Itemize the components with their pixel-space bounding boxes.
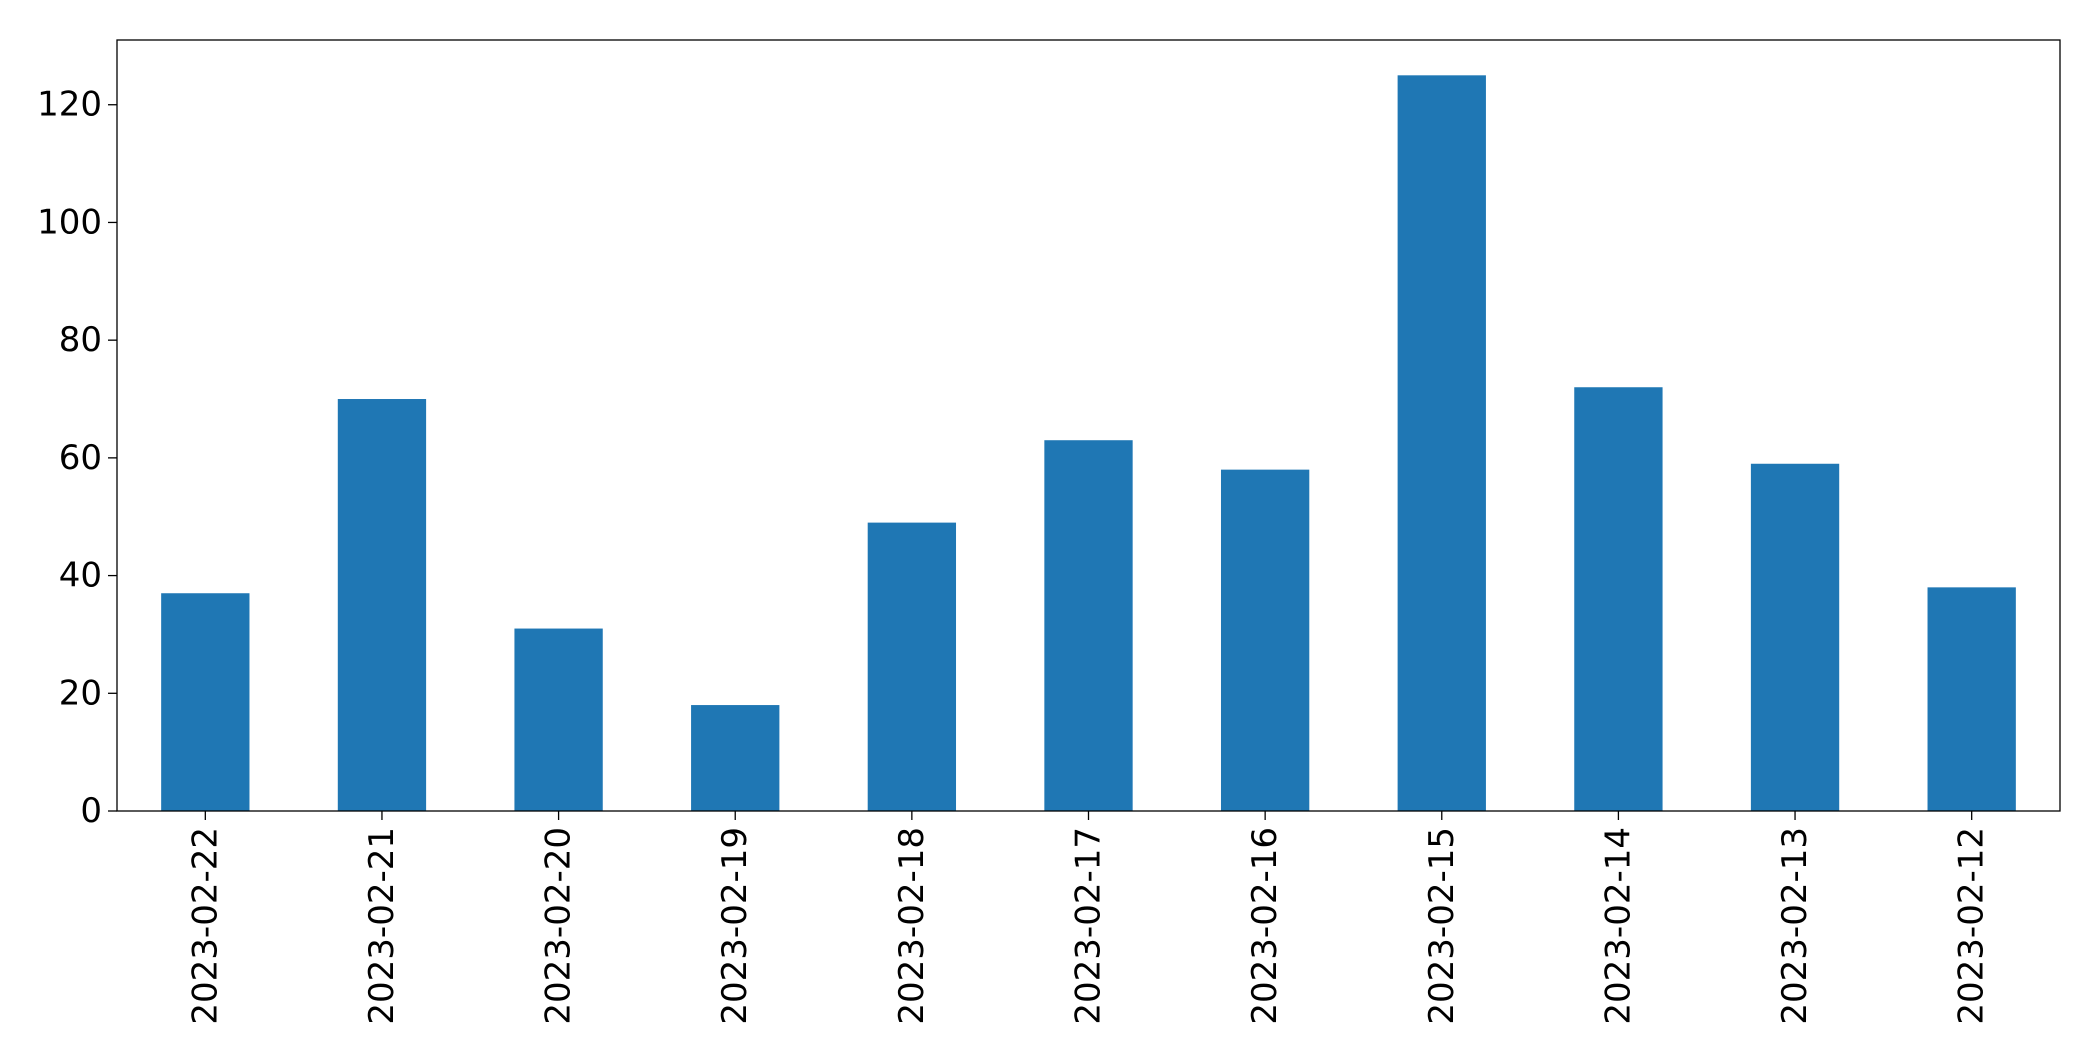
- bar-2023-02-15: [1397, 75, 1486, 811]
- bar-2023-02-16: [1220, 469, 1310, 811]
- bar-2023-02-14: [1574, 387, 1663, 811]
- x-tick-label: 2023-02-21: [362, 827, 402, 1025]
- plot-frame: [116, 39, 2061, 812]
- x-tick-label: 2023-02-14: [1598, 827, 1638, 1025]
- y-tick-label: 0: [80, 791, 102, 831]
- y-axis-ticks: 0 20 40 60 80 100 120: [37, 85, 117, 831]
- bar-2023-02-19: [691, 705, 780, 811]
- y-tick-label: 20: [59, 673, 102, 713]
- x-tick-label: 2023-02-22: [185, 827, 225, 1025]
- x-tick-label: 2023-02-16: [1245, 827, 1285, 1025]
- x-tick-label: 2023-02-19: [715, 827, 755, 1025]
- y-tick-label: 40: [59, 556, 102, 596]
- bars-group: [161, 75, 2016, 811]
- bar-2023-02-20: [514, 628, 603, 811]
- y-tick-label: 100: [37, 202, 102, 242]
- x-tick-label: 2023-02-12: [1952, 827, 1992, 1025]
- x-tick-label: 2023-02-20: [539, 827, 579, 1025]
- bar-2023-02-21: [337, 399, 427, 811]
- x-tick-label: 2023-02-17: [1069, 827, 1109, 1025]
- x-tick-label: 2023-02-13: [1775, 827, 1815, 1025]
- bar-2023-02-17: [1044, 440, 1133, 811]
- bar-2023-02-22: [161, 593, 250, 811]
- bar-2023-02-13: [1750, 463, 1840, 811]
- x-axis-ticks: 2023-02-22 2023-02-21 2023-02-20 2023-02-19…: [185, 811, 1992, 1025]
- x-tick-label: 2023-02-15: [1422, 827, 1462, 1025]
- bar-2023-02-18: [867, 522, 957, 811]
- bar-2023-02-12: [1927, 587, 2016, 811]
- y-tick-label: 80: [59, 320, 102, 360]
- y-tick-label: 60: [59, 438, 102, 478]
- y-tick-label: 120: [37, 85, 102, 125]
- x-tick-label: 2023-02-18: [892, 827, 932, 1025]
